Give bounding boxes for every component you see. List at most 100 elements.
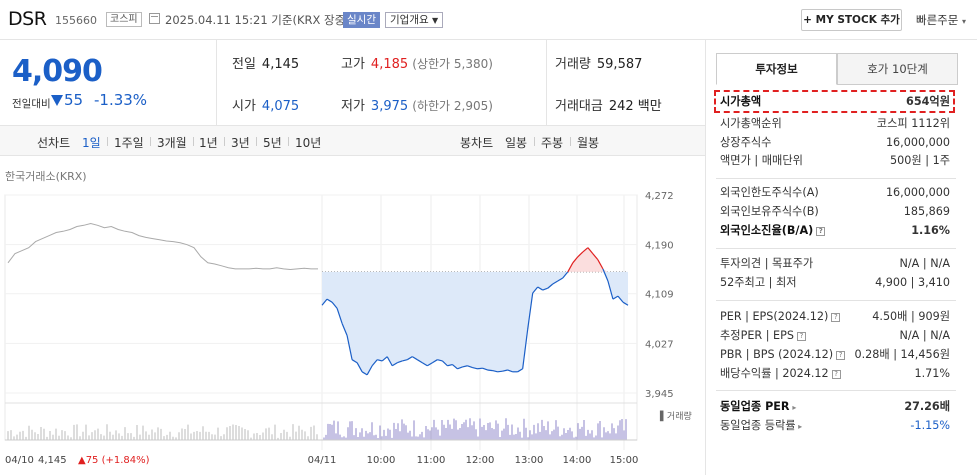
par-value-row: 액면가 | 매매단위 500원 | 1주 <box>720 153 950 169</box>
tab-monthly-candle[interactable]: 월봉 <box>577 136 600 150</box>
chevron-right-icon: ▸ <box>789 403 797 412</box>
par-value-label: 액면가 | 매매단위 <box>720 154 803 167</box>
divider <box>107 137 108 146</box>
price-change: 55 <box>51 91 83 109</box>
high-label: 고가 <box>341 57 365 72</box>
current-price: 4,090 <box>12 54 103 89</box>
tab-order-book-10[interactable]: 호가 10단계 <box>837 53 958 85</box>
price-line-segment <box>472 366 478 370</box>
open-value: 4,075 <box>261 99 300 114</box>
listed-shares-label: 상장주식수 <box>720 136 772 149</box>
lower-limit: (하한가 2,905) <box>412 99 493 113</box>
tab-investment-info[interactable]: 투자정보 <box>716 53 837 85</box>
market-cap-label: 시가총액 <box>720 95 762 108</box>
x-tick-label: 11:00 <box>417 455 446 466</box>
tab-weekly-candle[interactable]: 주봉 <box>541 136 564 150</box>
low-price: 저가 3,975 (하한가 2,905) <box>341 95 493 114</box>
stock-header: DSR 155660 코스피 2025.04.11 15:21 기준(KRX 장… <box>0 0 977 40</box>
divider <box>150 137 151 146</box>
help-icon[interactable]: ? <box>831 313 841 322</box>
upper-limit: (상한가 5,380) <box>412 57 493 71</box>
price-chart[interactable]: 4,272 4,190 4,109 4,027 3,945 ▌거래량 04/10 4,145 ▲… <box>0 160 705 475</box>
company-overview-button[interactable]: 기업개요 ▼ <box>385 12 444 28</box>
price-line-segment <box>386 356 393 367</box>
company-overview-label: 기업개요 <box>390 14 429 26</box>
divider <box>716 178 956 179</box>
divider <box>716 390 956 391</box>
y-tick-label: 4,190 <box>645 241 674 252</box>
sector-per-value: 27.26배 <box>904 400 950 413</box>
divider <box>193 137 194 146</box>
52week-row: 52주최고 | 최저 4,900 | 3,410 <box>720 275 950 291</box>
tab-1y[interactable]: 1년 <box>199 136 218 150</box>
sector-per-label: 동일업종 PER <box>720 400 790 413</box>
price-line-segment <box>441 360 448 367</box>
chevron-down-icon: ▾ <box>961 17 966 26</box>
amount-label: 거래대금 <box>555 99 603 114</box>
market-cap-rank-value: 코스피 1112위 <box>876 117 950 130</box>
below-baseline-fill <box>322 271 628 375</box>
price-line-segment <box>577 251 584 258</box>
price-line-segment <box>552 280 559 285</box>
foreign-exhaustion-label: 외국인소진율(B/A) <box>720 224 814 237</box>
tab-daily-candle[interactable]: 일봉 <box>505 136 528 150</box>
prev-day-change: ▲75 (+1.84%) <box>78 455 150 466</box>
price-line-segment <box>377 359 383 362</box>
help-icon[interactable]: ? <box>831 370 841 379</box>
market-cap-row: 시가총액 654억원 <box>720 94 950 110</box>
price-line-segment <box>346 335 353 360</box>
price-line-segment <box>557 277 564 282</box>
tab-1w[interactable]: 1주일 <box>114 136 144 150</box>
volume-label: ▌거래량 <box>659 410 692 422</box>
x-tick-label: 15:00 <box>610 455 639 466</box>
tab-3y[interactable]: 3년 <box>231 136 250 150</box>
price-line-segment <box>477 367 483 370</box>
dividend-row: 배당수익률 | 2024.12? 1.71% <box>720 366 950 382</box>
dividend-label: 배당수익률 | 2024.12 <box>720 367 829 380</box>
amount-value: 242 백만 <box>608 99 662 114</box>
tab-1d[interactable]: 1일 <box>82 136 101 150</box>
help-icon[interactable]: ? <box>836 351 846 360</box>
tab-5y[interactable]: 5년 <box>263 136 282 150</box>
price-line-segment <box>381 356 388 362</box>
y-tick-label: 4,109 <box>645 290 674 301</box>
volume-value: 59,587 <box>596 57 643 72</box>
above-baseline-fill <box>322 247 628 272</box>
prev-close-label: 전일 <box>232 57 256 72</box>
x-tick-label: 12:00 <box>466 455 495 466</box>
tab-3m[interactable]: 3개월 <box>157 136 187 150</box>
price-line-segment <box>336 308 343 324</box>
market-cap-rank-row: 시가총액순위 코스피 1112위 <box>720 116 950 132</box>
investment-info-panel: 투자정보 호가 10단계 시가총액 654억원 시가총액순위 코스피 1112위 상… <box>705 40 977 475</box>
pbr-row: PBR | BPS (2024.12)? 0.28배 | 14,456원 <box>720 347 950 363</box>
sector-change-row[interactable]: 동일업종 등락률 ▸ -1.15% <box>720 418 950 434</box>
dividend-value: 1.71% <box>914 367 950 380</box>
line-chart-label: 선차트 <box>37 136 71 150</box>
x-tick-label: 13:00 <box>515 455 544 466</box>
sector-per-row[interactable]: 동일업종 PER ▸ 27.26배 <box>720 399 950 415</box>
price-line-segment <box>371 359 378 367</box>
chevron-right-icon: ▸ <box>795 422 803 431</box>
opinion-value: N/A | N/A <box>899 257 950 270</box>
tab-10y[interactable]: 10년 <box>295 136 322 150</box>
quick-order-button[interactable]: 빠른주문 ▾ <box>916 12 966 28</box>
price-line-segment <box>547 283 554 289</box>
price-line-segment <box>402 359 408 362</box>
price-line-segment <box>592 253 599 261</box>
quote-datetime: 2025.04.11 15:21 기준(KRX 장중) <box>165 13 350 27</box>
stock-code: 155660 <box>55 14 97 27</box>
volume-label: 거래량 <box>555 57 591 72</box>
x-tick-label: 10:00 <box>367 455 396 466</box>
help-icon[interactable]: ? <box>796 332 806 341</box>
price-line-segment <box>537 286 544 291</box>
price-line-segment <box>427 362 433 367</box>
help-icon[interactable]: ? <box>816 227 826 236</box>
divider <box>256 137 257 146</box>
add-my-stock-button[interactable]: + MY STOCK 추가 <box>801 9 902 31</box>
prev-day-date: 04/10 <box>5 455 34 466</box>
price-line-segment <box>587 247 594 255</box>
opinion-label: 투자의견 | 목표주가 <box>720 257 814 270</box>
foreign-limit-row: 외국인한도주식수(A) 16,000,000 <box>720 185 950 201</box>
open-label: 시가 <box>232 99 256 114</box>
realtime-badge[interactable]: 실시간 <box>343 12 380 28</box>
